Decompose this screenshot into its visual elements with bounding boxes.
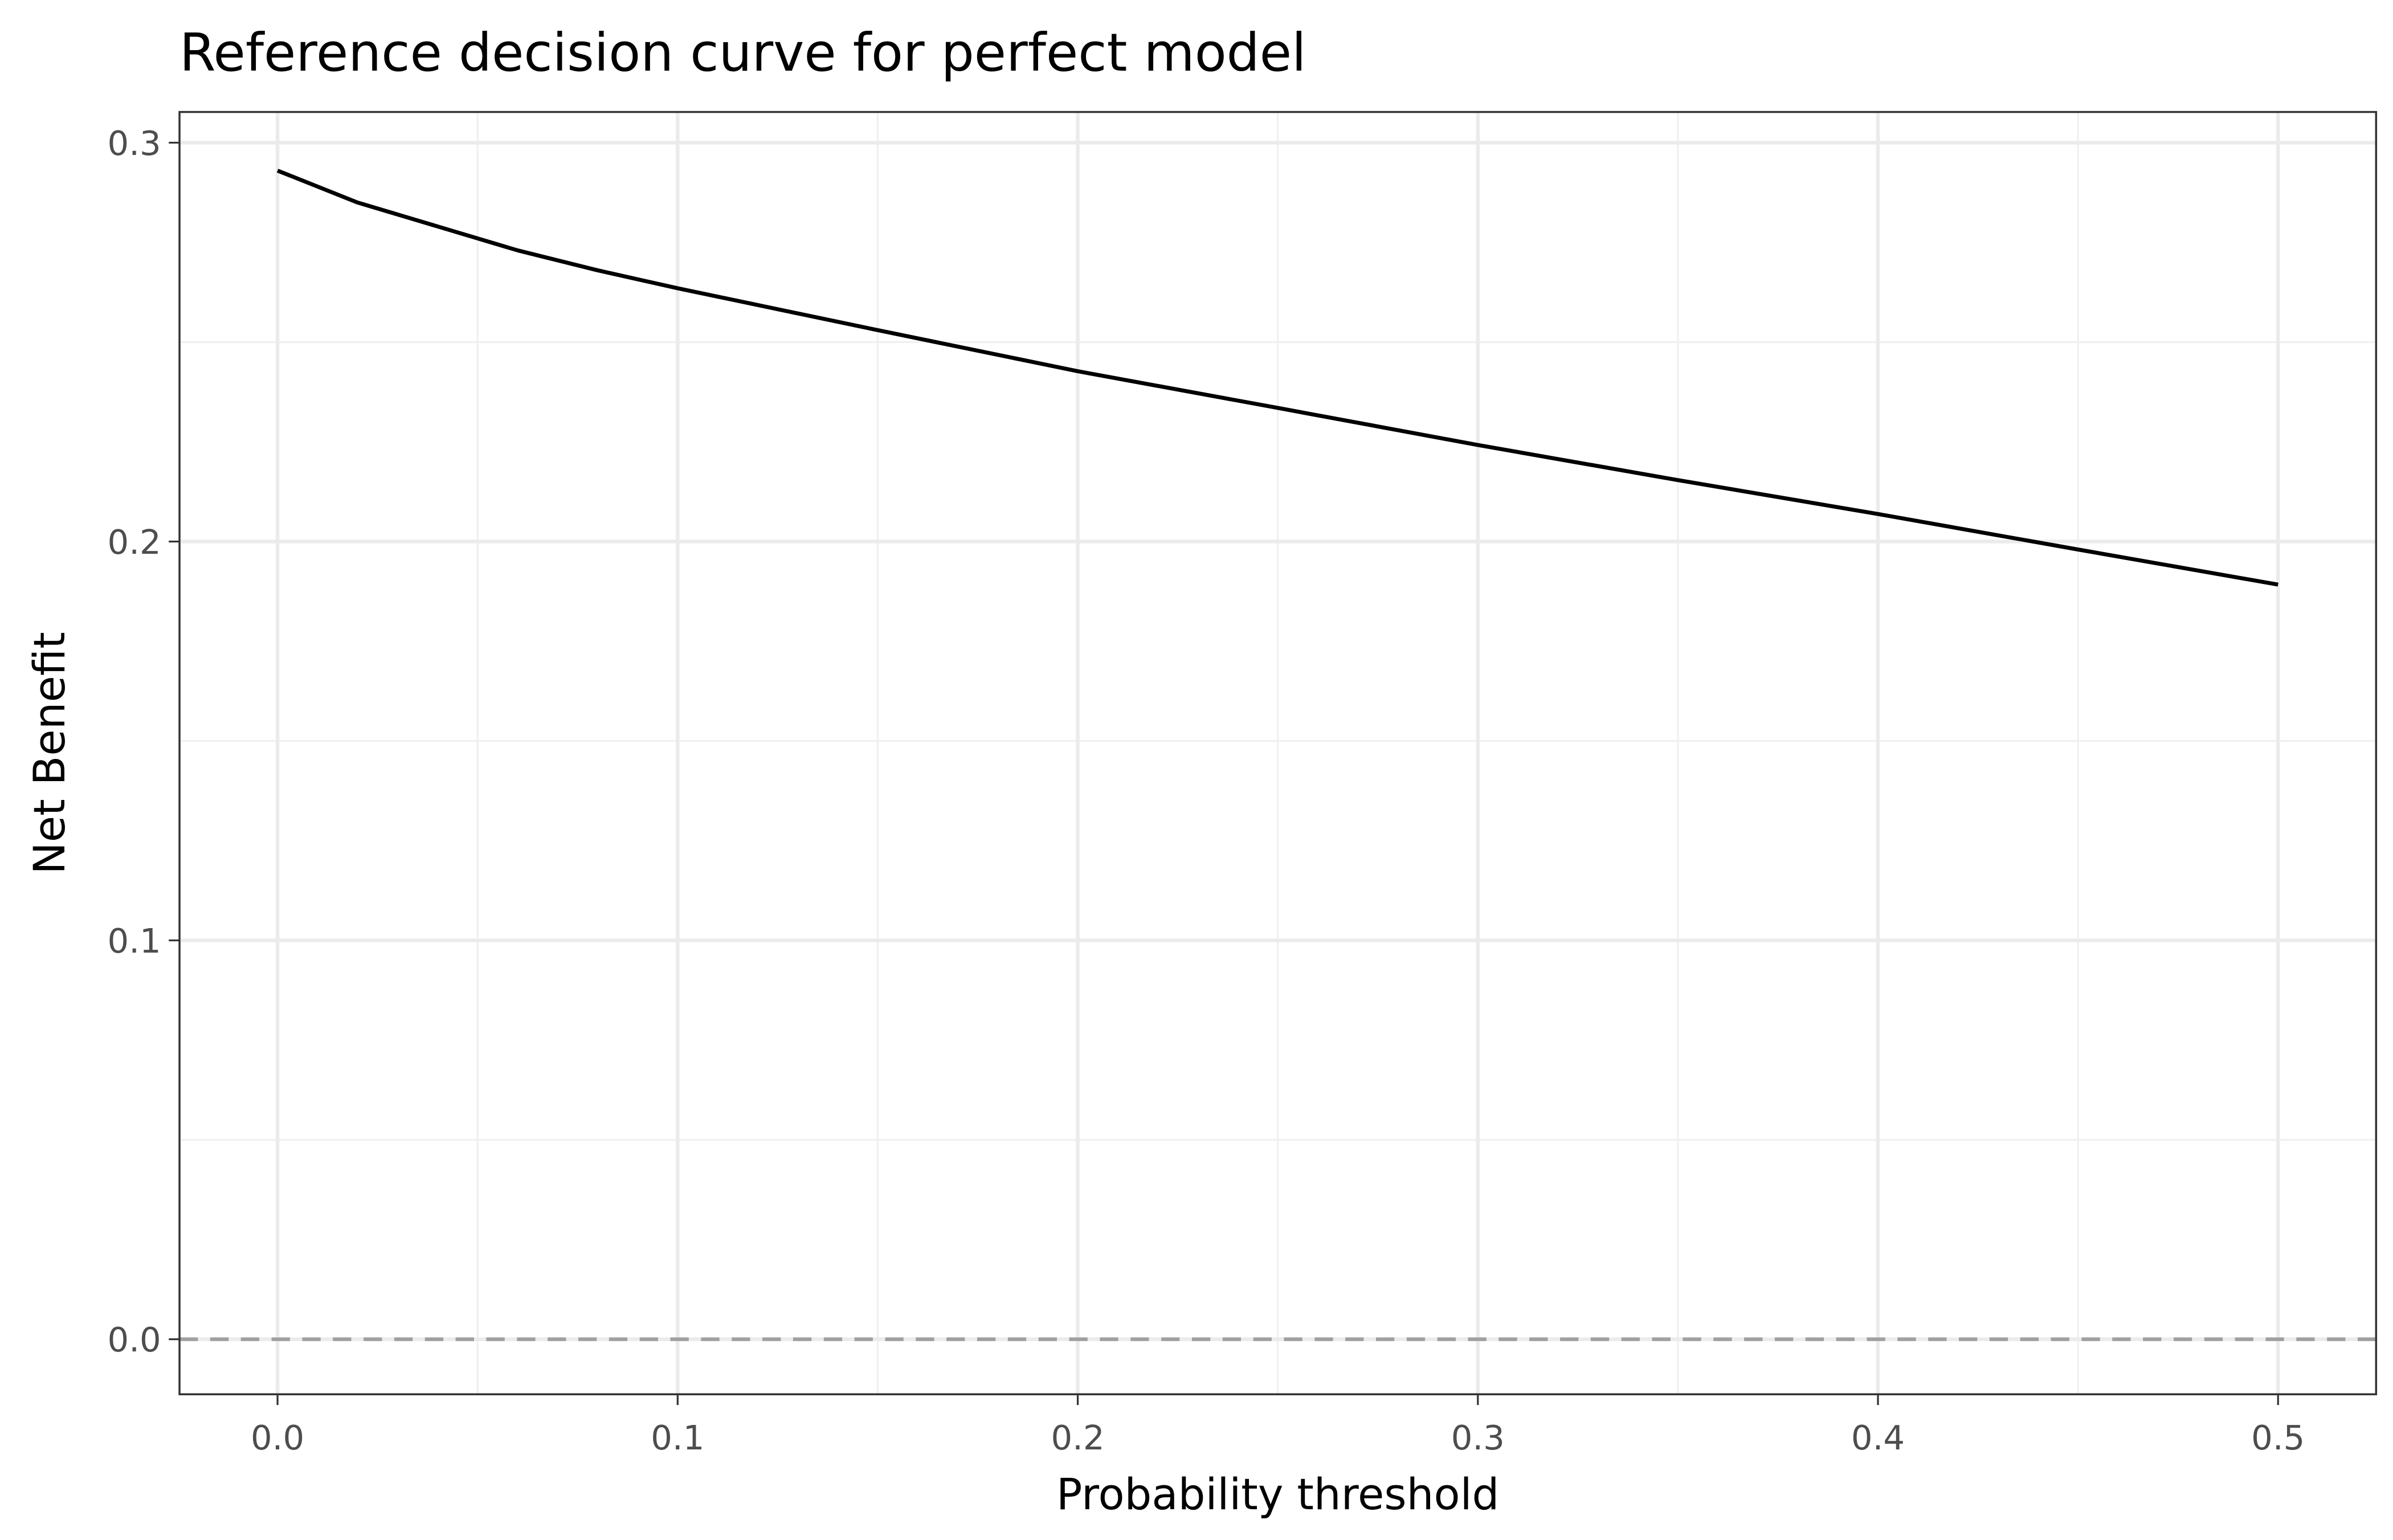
panel-border [178,111,2378,1395]
y-tick-label: 0.2 [108,522,161,562]
y-tick-label: 0.0 [108,1320,161,1359]
x-tick-label: 0.3 [1451,1418,1505,1457]
x-tick-label: 0.2 [1051,1418,1104,1457]
y-tick-label: 0.3 [108,124,161,163]
data-line [276,169,2278,587]
x-tick-label: 0.5 [2251,1418,2305,1457]
y-axis-label: Net Benefit [24,632,75,875]
x-tick-label: 0.0 [251,1418,304,1457]
x-tick-label: 0.4 [1851,1418,1905,1457]
x-tick-label: 0.1 [651,1418,704,1457]
x-axis-label: Probability threshold [1056,1469,1499,1519]
chart-title: Reference decision curve for perfect mod… [179,22,1306,83]
y-tick-label: 0.1 [108,921,161,961]
